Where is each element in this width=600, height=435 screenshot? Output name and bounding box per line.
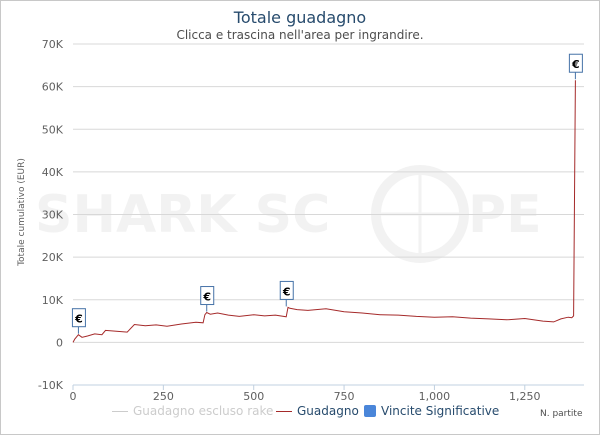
- x-tick-label: 500: [243, 390, 264, 403]
- euro-icon: €: [202, 291, 211, 304]
- legend: Guadagno escluso rake Guadagno Vincite S…: [0, 404, 600, 420]
- x-axis-label: N. partite: [540, 409, 583, 419]
- y-grid: [73, 43, 584, 386]
- significant-wins-layer: € € € €: [71, 53, 583, 334]
- y-tick-label: 60K: [42, 81, 64, 94]
- legend-line-icon: [112, 411, 128, 412]
- euro-icon: €: [571, 58, 580, 71]
- x-tick-label: 0: [70, 390, 77, 403]
- y-tick-label: 50K: [42, 123, 64, 136]
- legend-label: Vincite Significative: [381, 404, 500, 418]
- y-axis-ticks: -10K 0 10K 20K 30K 40K 50K 60K 70K: [38, 38, 64, 392]
- legend-box-icon: [364, 405, 376, 417]
- flag-box: [200, 286, 215, 306]
- y-tick-label: 10K: [42, 294, 64, 307]
- y-tick-label: 0: [56, 336, 63, 349]
- y-tick-label: -10K: [38, 379, 64, 392]
- significant-win-flag[interactable]: €: [71, 308, 86, 334]
- significant-win-flag[interactable]: €: [200, 286, 215, 312]
- x-tick-label: 1,000: [419, 390, 451, 403]
- flag-box: [279, 280, 294, 300]
- x-axis: 0 250 500 750 1,000 1,250: [70, 384, 584, 403]
- y-tick-label: 40K: [42, 166, 64, 179]
- y-tick-label: 30K: [42, 209, 64, 222]
- series-layer: [72, 80, 576, 343]
- x-tick-label: 1,250: [509, 390, 541, 403]
- y-tick-label: 70K: [42, 38, 64, 51]
- x-tick-label: 250: [153, 390, 174, 403]
- flag-box: [71, 308, 86, 328]
- legend-item-vincite[interactable]: Vincite Significative: [364, 404, 499, 418]
- series-line-guadagno: [72, 80, 576, 343]
- legend-label: Guadagno: [297, 404, 359, 418]
- legend-item-escluso-rake[interactable]: Guadagno escluso rake: [112, 404, 273, 418]
- significant-win-flag[interactable]: €: [568, 53, 583, 80]
- legend-label: Guadagno escluso rake: [133, 404, 274, 418]
- chart-title: Totale guadagno: [233, 8, 367, 27]
- significant-win-flag[interactable]: €: [279, 280, 294, 307]
- flag-box: [568, 53, 583, 73]
- chart-subtitle: Clicca e trascina nell'area per ingrandi…: [176, 28, 424, 42]
- y-tick-label: 20K: [42, 251, 64, 264]
- euro-icon: €: [282, 285, 291, 298]
- x-tick-label: 750: [334, 390, 355, 403]
- y-axis-label: Totale cumulativo (EUR): [17, 158, 27, 267]
- legend-line-icon: [276, 411, 292, 412]
- legend-item-guadagno[interactable]: Guadagno: [276, 404, 359, 418]
- euro-icon: €: [74, 313, 83, 326]
